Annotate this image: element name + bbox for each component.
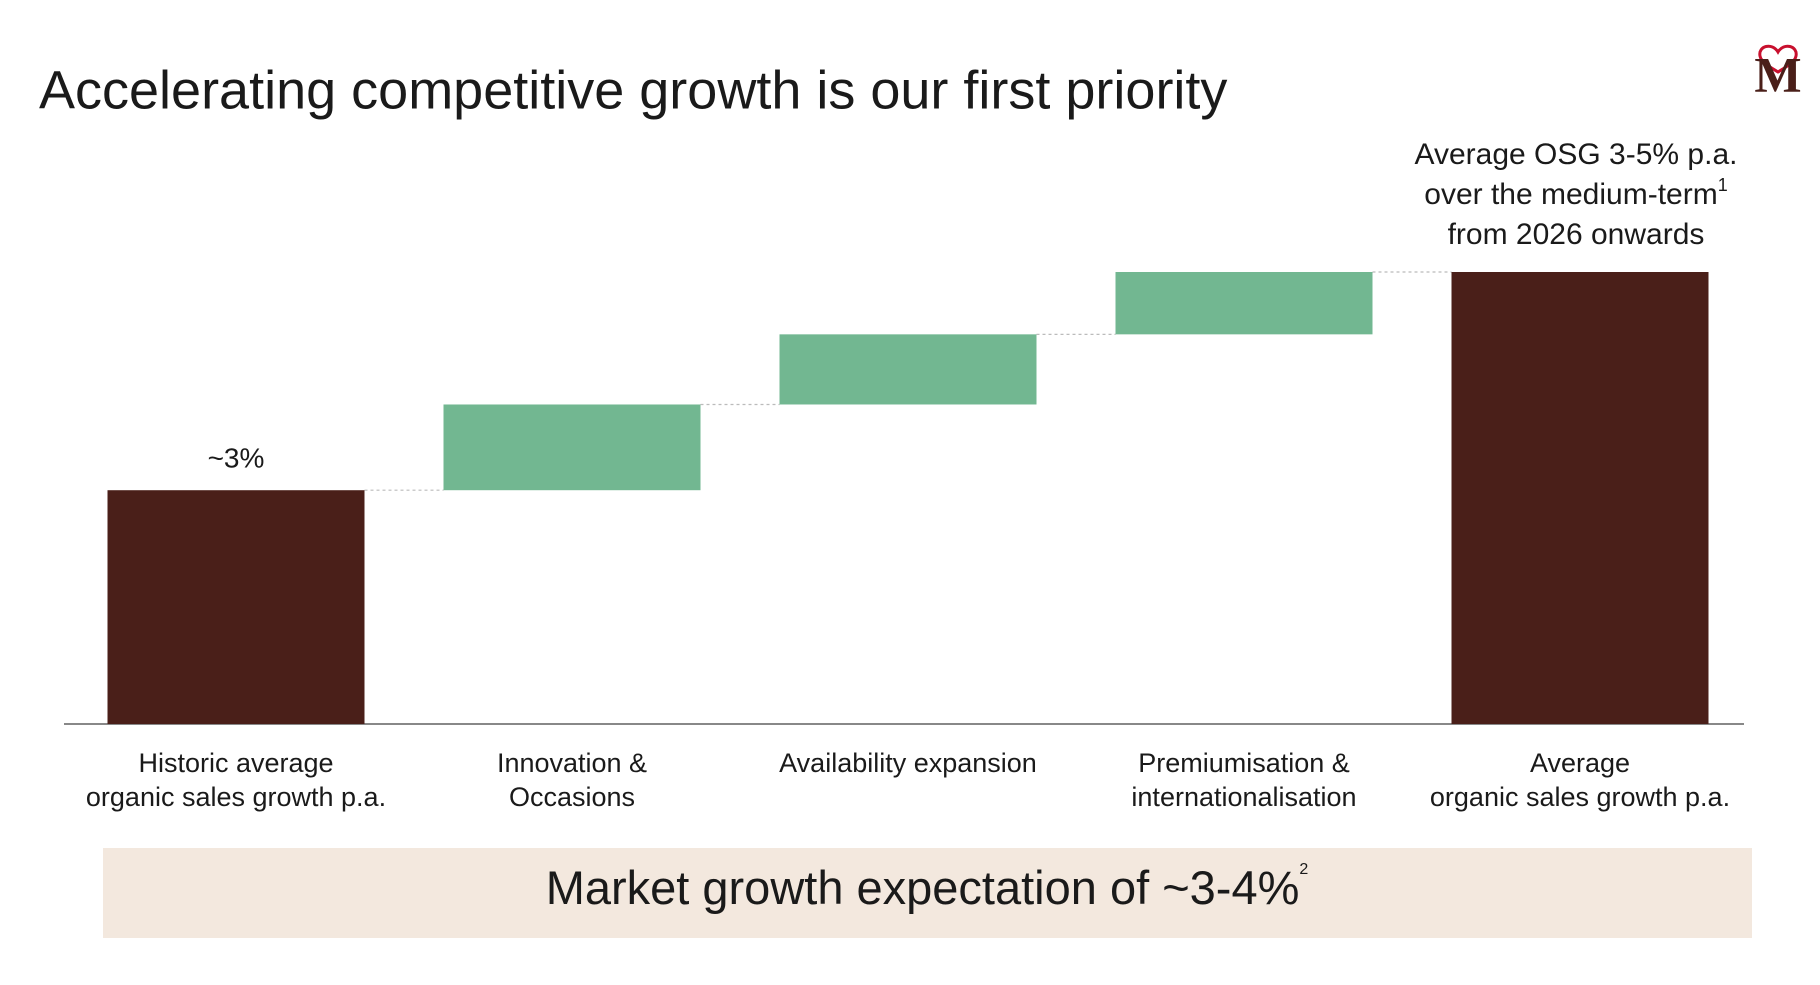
logo-heart	[1758, 44, 1798, 74]
x-tick-label: Occasions	[509, 782, 635, 812]
x-tick-label: internationalisation	[1131, 782, 1356, 812]
x-tick-label: Availability expansion	[779, 748, 1037, 778]
annotation-line: over the medium-term	[1424, 178, 1717, 211]
bar	[1115, 272, 1373, 335]
annotation: over the medium-term1	[1424, 175, 1727, 211]
annotation-line: from 2026 onwards	[1448, 218, 1705, 251]
x-tick-label: organic sales growth p.a.	[1430, 782, 1730, 812]
annotation-line: Average OSG 3-5% p.a.	[1415, 138, 1738, 171]
x-tick-label: Premiumisation &	[1138, 748, 1350, 778]
value-label: ~3%	[208, 443, 265, 474]
banner-text: Market growth expectation of ~3-4%2	[546, 861, 1309, 914]
annotation: from 2026 onwards	[1448, 218, 1705, 251]
banner-text: Market growth expectation of ~3-4%	[546, 861, 1300, 914]
slide-title: Accelerating competitive growth is our f…	[39, 60, 1227, 120]
bar	[1451, 272, 1709, 724]
logo: M	[1754, 44, 1802, 102]
bar	[443, 404, 701, 491]
bar	[779, 334, 1037, 405]
banner	[103, 848, 1752, 938]
annotation: Average OSG 3-5% p.a.	[1415, 138, 1738, 171]
footnote-mark: 2	[1299, 861, 1308, 878]
x-tick-label: Innovation &	[497, 748, 647, 778]
bar	[107, 490, 365, 724]
x-tick-label: Historic average	[138, 748, 333, 778]
x-tick-label: organic sales growth p.a.	[86, 782, 386, 812]
footnote-mark: 1	[1718, 175, 1728, 195]
x-tick-label: Average	[1530, 748, 1630, 778]
logo-text: M	[1754, 46, 1801, 102]
